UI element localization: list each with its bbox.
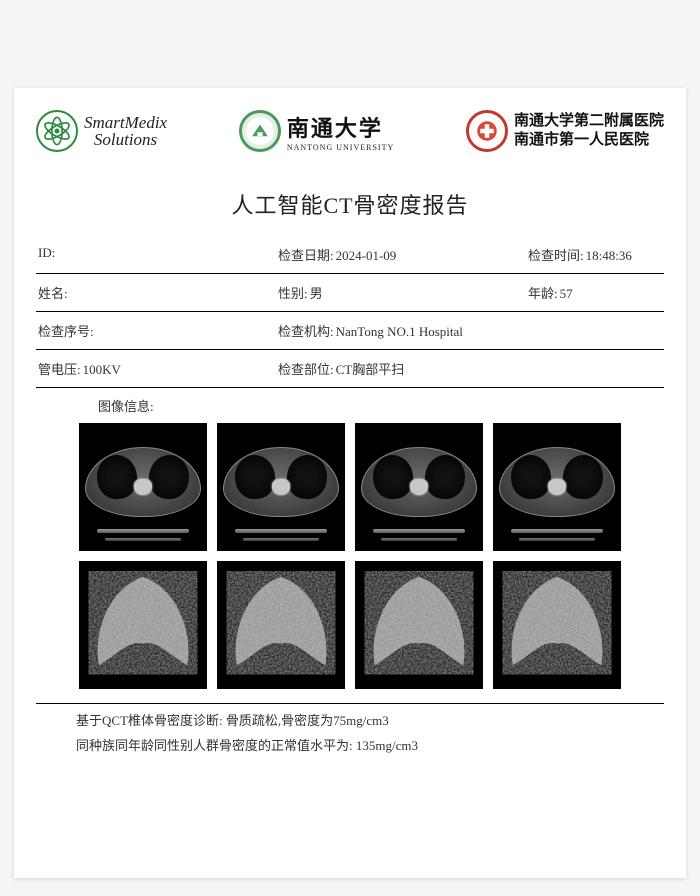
sex-label: 性别: (278, 283, 308, 302)
age-value: 57 (560, 286, 573, 302)
sex-value: 男 (310, 283, 323, 302)
ct-scan-2 (217, 423, 345, 551)
date-label: 检查日期: (278, 245, 334, 264)
hospital-seal-icon (466, 110, 508, 152)
smartmedix-block: SmartMedix Solutions (36, 110, 167, 152)
age-label: 年龄: (528, 283, 558, 302)
hospital-text: 南通大学第二附属医院 南通市第一人民医院 (514, 112, 664, 150)
bone-scan-4 (493, 561, 621, 689)
image-section-label: 图像信息: (36, 388, 664, 423)
nantong-en: NANTONG UNIVERSITY (287, 143, 394, 152)
ct-scan-4 (493, 423, 621, 551)
ct-scan-1 (79, 423, 207, 551)
name-label: 姓名: (38, 283, 68, 302)
part-value: CT胸部平扫 (336, 359, 405, 378)
bone-scan-2 (217, 561, 345, 689)
diagnosis-line-1: 基于QCT椎体骨密度诊断: 骨质疏松,骨密度为75mg/cm3 (36, 704, 664, 729)
report-title: 人工智能CT骨密度报告 (36, 188, 664, 220)
bone-scan-3 (355, 561, 483, 689)
bone-scan-1 (79, 561, 207, 689)
id-label: ID: (38, 245, 55, 261)
smartmedix-text: SmartMedix Solutions (84, 114, 167, 148)
nantong-text: 南通大学 NANTONG UNIVERSITY (287, 111, 394, 152)
smartmedix-line2: Solutions (84, 131, 167, 148)
info-row-4: 管电压: 100KV 检查部位: CT胸部平扫 (36, 349, 664, 388)
header-logo-row: SmartMedix Solutions 南通大学 NANTONG UNIVER… (36, 106, 664, 178)
hospital-line1: 南通大学第二附属医院 (514, 112, 664, 131)
report-sheet: SmartMedix Solutions 南通大学 NANTONG UNIVER… (14, 88, 686, 878)
inst-value: NanTong NO.1 Hospital (336, 324, 463, 340)
part-label: 检查部位: (278, 359, 334, 378)
ct-scan-3 (355, 423, 483, 551)
info-row-3: 检查序号: 检查机构: NanTong NO.1 Hospital (36, 311, 664, 349)
info-row-2: 姓名: 性别: 男 年龄: 57 (36, 274, 664, 311)
hospital-block: 南通大学第二附属医院 南通市第一人民医院 (466, 110, 664, 152)
nantong-seal-icon (239, 110, 281, 152)
nantong-cn: 南通大学 (287, 111, 394, 143)
info-row-1: ID: 检查日期: 2024-01-09 检查时间: 18:48:36 (36, 236, 664, 274)
time-label: 检查时间: (528, 245, 584, 264)
smartmedix-icon (36, 110, 78, 152)
diagnosis-line-2: 同种族同年龄同性别人群骨密度的正常值水平为: 135mg/cm3 (36, 729, 664, 754)
hospital-line2: 南通市第一人民医院 (514, 131, 664, 150)
kv-value: 100KV (83, 362, 121, 378)
time-value: 18:48:36 (586, 248, 632, 264)
date-value: 2024-01-09 (336, 248, 397, 264)
seq-label: 检查序号: (38, 321, 94, 340)
nantong-block: 南通大学 NANTONG UNIVERSITY (239, 110, 394, 152)
image-grid (36, 423, 664, 699)
smartmedix-line1: SmartMedix (84, 114, 167, 131)
inst-label: 检查机构: (278, 321, 334, 340)
kv-label: 管电压: (38, 359, 81, 378)
